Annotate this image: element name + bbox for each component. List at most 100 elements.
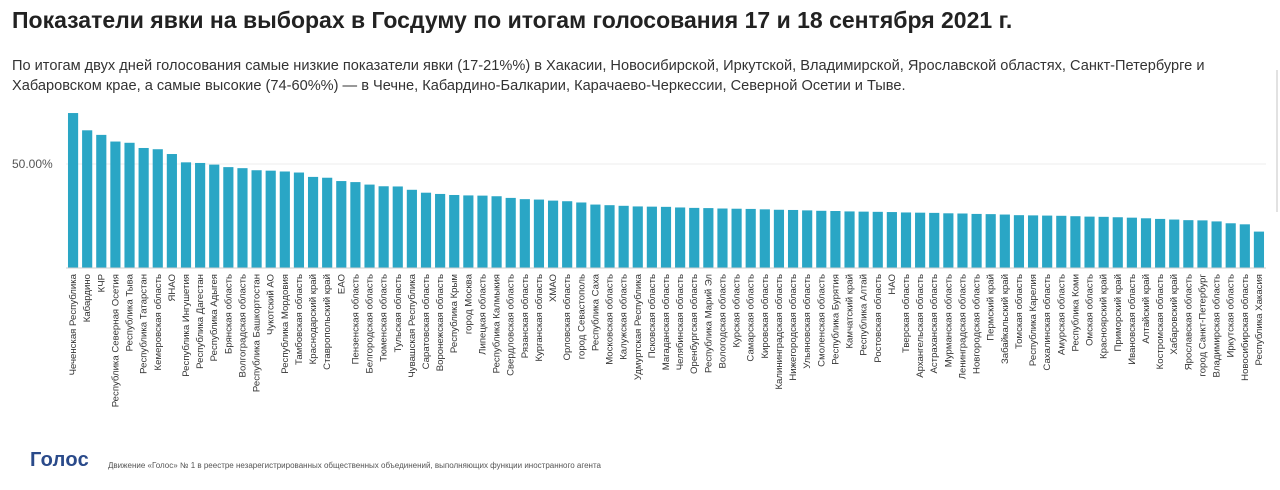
x-tick-label: НАО <box>887 274 898 295</box>
bar[interactable] <box>420 192 432 268</box>
bar[interactable] <box>336 181 347 268</box>
bar[interactable] <box>590 204 601 268</box>
bar[interactable] <box>1183 220 1194 268</box>
bar[interactable] <box>378 186 389 268</box>
bar[interactable] <box>519 199 530 268</box>
bar[interactable] <box>152 149 163 268</box>
bar[interactable] <box>307 176 319 268</box>
bar[interactable] <box>646 206 657 268</box>
bar[interactable] <box>1155 218 1166 268</box>
bar[interactable] <box>787 209 799 268</box>
bar[interactable] <box>1084 216 1095 268</box>
bar[interactable] <box>689 207 700 268</box>
x-tick-label: Республика Алтай <box>859 274 870 356</box>
x-tick-label: Республика Бурятия <box>830 274 841 365</box>
bar[interactable] <box>406 189 417 268</box>
bar[interactable] <box>1098 216 1109 268</box>
bar[interactable] <box>844 211 855 268</box>
x-tick-label: Оренбургская область <box>689 274 700 374</box>
bar[interactable] <box>491 196 502 268</box>
x-tick-label: Нижегородская область <box>788 274 799 381</box>
bar[interactable] <box>971 213 982 268</box>
bar[interactable] <box>1027 215 1039 268</box>
x-tick-label: Смоленская область <box>816 274 827 367</box>
bar[interactable] <box>1126 217 1137 268</box>
bar[interactable] <box>1056 215 1067 268</box>
bar[interactable] <box>929 212 940 268</box>
bar[interactable] <box>1197 220 1208 268</box>
bar[interactable] <box>999 214 1010 268</box>
bar[interactable] <box>82 130 93 268</box>
bar[interactable] <box>632 206 643 268</box>
bar[interactable] <box>1239 224 1250 268</box>
x-tick-label: Республика Башкортостан <box>252 274 263 392</box>
x-tick-label: Республика Крым <box>449 274 460 353</box>
bar[interactable] <box>675 207 686 268</box>
x-tick-label: Краснодарский край <box>308 274 319 364</box>
bar[interactable] <box>816 210 827 268</box>
bar[interactable] <box>576 202 587 268</box>
bar[interactable] <box>435 193 446 268</box>
bar[interactable] <box>364 184 375 268</box>
bar[interactable] <box>872 211 883 268</box>
bar[interactable] <box>1042 215 1053 268</box>
bar[interactable] <box>1225 223 1236 268</box>
bar[interactable] <box>1211 221 1222 268</box>
bar[interactable] <box>886 212 897 268</box>
bar[interactable] <box>1253 231 1265 268</box>
bar[interactable] <box>180 162 192 268</box>
bar[interactable] <box>660 206 672 268</box>
bar[interactable] <box>802 210 813 268</box>
bar[interactable] <box>562 201 573 268</box>
bar[interactable] <box>731 208 742 268</box>
bar[interactable] <box>166 154 177 268</box>
bar[interactable] <box>223 167 234 268</box>
bar[interactable] <box>604 205 615 268</box>
bar[interactable] <box>237 168 248 268</box>
bar[interactable] <box>505 197 516 268</box>
bar[interactable] <box>1140 218 1152 268</box>
bar[interactable] <box>1112 217 1123 268</box>
bar[interactable] <box>900 212 912 268</box>
bar[interactable] <box>547 200 559 268</box>
bar[interactable] <box>265 170 276 268</box>
bar[interactable] <box>477 195 488 268</box>
bar[interactable] <box>449 194 460 268</box>
bar[interactable] <box>195 162 206 268</box>
bar[interactable] <box>1070 216 1081 268</box>
bar[interactable] <box>293 172 305 268</box>
x-tick-label: город Севастополь <box>576 274 587 359</box>
x-tick-label: Забайкальский край <box>1000 274 1011 364</box>
bar[interactable] <box>463 195 474 268</box>
bar[interactable] <box>533 199 545 268</box>
bar[interactable] <box>279 171 290 268</box>
y-tick-label: 50.00% <box>12 157 53 171</box>
bar[interactable] <box>251 170 262 268</box>
bar[interactable] <box>858 211 869 268</box>
bar[interactable] <box>830 211 841 268</box>
bar[interactable] <box>209 164 220 268</box>
bar[interactable] <box>1169 219 1180 268</box>
bar[interactable] <box>915 212 926 268</box>
bar[interactable] <box>985 214 996 268</box>
bar[interactable] <box>110 141 121 268</box>
bar[interactable] <box>392 186 403 268</box>
bar[interactable] <box>138 147 149 268</box>
bar[interactable] <box>124 142 135 268</box>
bar[interactable] <box>1013 215 1025 268</box>
bar[interactable] <box>759 209 770 268</box>
bar[interactable] <box>773 209 785 268</box>
x-tick-label: Камчатский край <box>845 274 856 349</box>
x-tick-label: Воронежская область <box>435 274 446 371</box>
bar[interactable] <box>717 208 728 268</box>
bar[interactable] <box>350 182 361 268</box>
bar[interactable] <box>745 208 756 268</box>
bar[interactable] <box>67 113 79 268</box>
bar[interactable] <box>703 208 714 268</box>
y-axis: 50.00% <box>12 157 1266 171</box>
bar[interactable] <box>96 134 107 268</box>
bar[interactable] <box>322 177 333 268</box>
bar[interactable] <box>618 205 629 268</box>
bar[interactable] <box>957 213 968 269</box>
bar[interactable] <box>943 213 954 268</box>
